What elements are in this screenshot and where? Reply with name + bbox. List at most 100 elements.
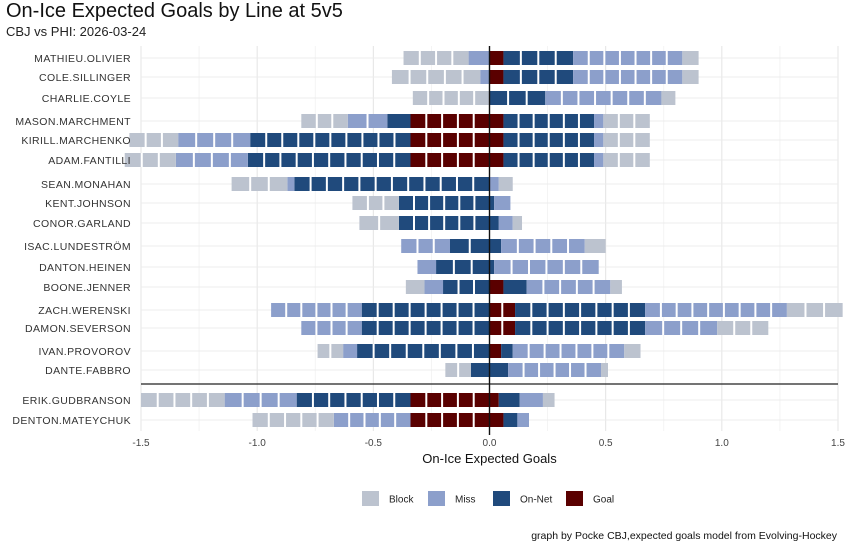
- bar-segment-block: [129, 133, 179, 147]
- chart-caption: graph by Pocke CBJ,expected goals model …: [531, 530, 837, 542]
- bar-segment-goal: [489, 393, 499, 407]
- bar-segment-goal: [410, 133, 490, 147]
- player-label: SEAN.MONAHAN: [41, 179, 131, 191]
- bar-segment-miss: [594, 133, 604, 147]
- x-tick-label: 0.5: [599, 438, 613, 449]
- x-tick-label: -1.0: [249, 438, 267, 449]
- player-label: KIRILL.MARCHENKO: [21, 135, 131, 147]
- bar-segment-miss: [512, 344, 625, 358]
- bar-segment-miss: [468, 51, 490, 65]
- bar-segment-block: [624, 344, 641, 358]
- bar-segment-miss: [417, 260, 437, 274]
- bar-segment-goal: [489, 114, 504, 128]
- player-label: IVAN.PROVOROV: [38, 346, 131, 358]
- bar-segment-goal: [410, 114, 490, 128]
- player-label: BOONE.JENNER: [43, 282, 131, 294]
- player-label: ADAM.FANTILLI: [48, 155, 131, 167]
- x-tick-label: 0.0: [483, 438, 497, 449]
- player-label: CONOR.GARLAND: [33, 218, 131, 230]
- player-label: MASON.MARCHMENT: [15, 116, 131, 128]
- bar-segment-goal: [410, 413, 490, 427]
- bar-segment-block: [498, 177, 513, 191]
- bar-segment-on-net: [296, 393, 411, 407]
- bar-segment-miss: [501, 239, 585, 253]
- legend-label: Goal: [593, 495, 614, 506]
- player-label: CHARLIE.COYLE: [42, 93, 131, 105]
- bar-segment-miss: [519, 393, 543, 407]
- bar-segment-block: [391, 70, 481, 84]
- bar-segment-block: [682, 51, 699, 65]
- bar-segment-block: [141, 393, 225, 407]
- bar-segment-block: [584, 239, 606, 253]
- bar-segment-block: [603, 153, 650, 167]
- bar-segment-on-net: [489, 239, 502, 253]
- bar-segment-on-net: [501, 344, 513, 358]
- player-label: COLE.SILLINGER: [39, 72, 131, 84]
- bar-segment-block: [124, 153, 176, 167]
- legend-swatch-miss: [428, 491, 445, 506]
- player-label: DANTE.FABBRO: [45, 365, 131, 377]
- legend-swatch-on-net: [493, 491, 510, 506]
- bar-segment-goal: [489, 133, 504, 147]
- bar-segment-miss: [526, 280, 611, 294]
- bar-segment-on-net: [503, 280, 527, 294]
- bar-segment-block: [405, 280, 425, 294]
- bar-segment-on-net: [489, 216, 499, 230]
- bar-segment-goal: [489, 280, 504, 294]
- legend-swatch-goal: [566, 491, 583, 506]
- bar-segment-on-net: [489, 260, 495, 274]
- bar-segment-on-net: [489, 91, 546, 105]
- bar-segment-on-net: [470, 363, 490, 377]
- bar-segment-miss: [517, 413, 529, 427]
- bar-segment-goal: [410, 153, 490, 167]
- bar-segment-block: [717, 321, 769, 335]
- player-label: DAMON.SEVERSON: [25, 323, 131, 335]
- bar-segment-on-net: [443, 280, 490, 294]
- bar-segment-on-net: [436, 260, 490, 274]
- bar-segment-on-net: [489, 363, 509, 377]
- bar-segment-on-net: [498, 393, 520, 407]
- x-tick-label: 1.0: [715, 438, 729, 449]
- bar-segment-goal: [489, 70, 504, 84]
- bar-segment-on-net: [387, 114, 411, 128]
- bar-segment-block: [301, 114, 348, 128]
- bar-segment-block: [603, 133, 650, 147]
- chart-subtitle: CBJ vs PHI: 2026-03-24: [6, 24, 147, 39]
- bar-segment-miss: [424, 280, 444, 294]
- bar-segment-block: [352, 196, 399, 210]
- bar-segment-miss: [494, 196, 511, 210]
- bar-segment-miss: [498, 216, 513, 230]
- bar-segment-on-net: [503, 413, 518, 427]
- bar-segment-goal: [489, 153, 504, 167]
- bar-segment-goal: [489, 344, 502, 358]
- bar-segment-miss: [401, 239, 451, 253]
- bar-segment-block: [601, 363, 608, 377]
- bar-segment-block: [682, 70, 699, 84]
- player-label: ERIK.GUDBRANSON: [22, 395, 131, 407]
- bar-segment-miss: [594, 114, 604, 128]
- bar-segment-block: [786, 303, 843, 317]
- bar-segment-on-net: [489, 196, 495, 210]
- bar-segment-block: [610, 280, 622, 294]
- bar-segment-miss: [287, 177, 295, 191]
- x-tick-label: -1.5: [132, 438, 150, 449]
- legend-label: Block: [389, 495, 414, 506]
- player-label: DENTON.MATEYCHUK: [12, 415, 131, 427]
- player-label: KENT.JOHNSON: [45, 198, 131, 210]
- bar-segment-miss: [594, 153, 604, 167]
- bar-segment-miss: [573, 51, 683, 65]
- x-tick-label: 1.5: [831, 438, 845, 449]
- bar-segment-block: [231, 177, 288, 191]
- bar-segment-block: [252, 413, 334, 427]
- chart-title: On-Ice Expected Goals by Line at 5v5: [6, 0, 343, 22]
- bar-segment-miss: [489, 177, 499, 191]
- legend-swatch-block: [362, 491, 379, 506]
- bar-segment-goal: [410, 393, 490, 407]
- player-label: ZACH.WERENSKI: [38, 305, 131, 317]
- bar-segment-miss: [545, 91, 662, 105]
- bar-segment-miss: [480, 70, 490, 84]
- x-tick-label: -0.5: [365, 438, 383, 449]
- bar-segment-block: [603, 114, 650, 128]
- player-label: ISAC.LUNDESTRÖM: [24, 241, 131, 253]
